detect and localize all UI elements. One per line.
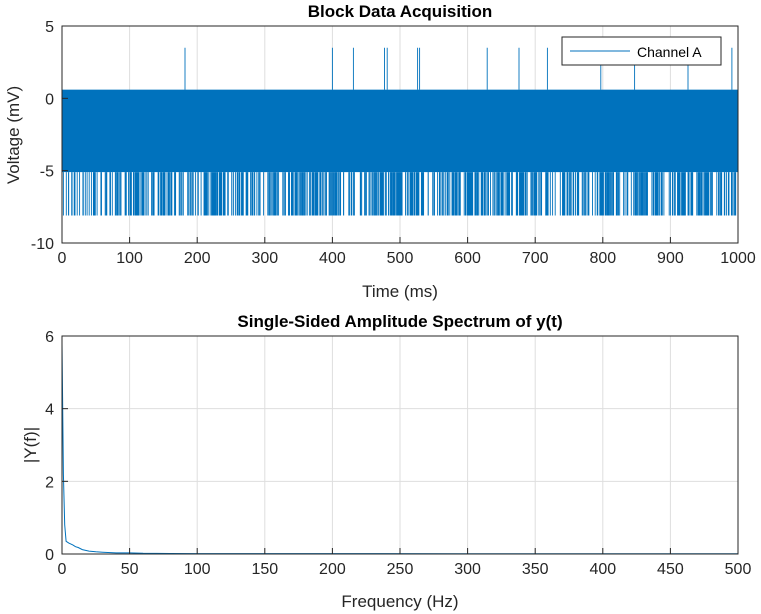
y-tick-label: -10 [31, 236, 54, 253]
y-tick-label: -5 [40, 164, 54, 181]
x-tick-label: 150 [251, 561, 278, 578]
x-tick-label: 500 [387, 250, 414, 267]
time-chart: 0 100 200 300 400 500 600 700 800 900 1000-10-505 … [4, 2, 756, 301]
spectrum-chart: 0 50 100 150 200 250 300 350 400 450 500 0 2 4 6 Singl… [21, 312, 751, 611]
spectrum-chart-ticks: 0 50 100 150 200 250 300 350 400 450 500 0 2 4 6 [45, 329, 751, 578]
legend-label-channel-a: Channel A [637, 44, 702, 60]
x-tick-label: 300 [251, 250, 278, 267]
x-tick-label: 100 [116, 250, 143, 267]
x-tick-label: 0 [58, 250, 67, 267]
spectrum-chart-y-label: |Y(f)| [21, 427, 40, 463]
spectrum-chart-x-label: Frequency (Hz) [341, 592, 458, 611]
x-tick-label: 300 [454, 561, 481, 578]
x-tick-label: 350 [522, 561, 549, 578]
time-chart-x-label: Time (ms) [362, 282, 438, 301]
x-tick-label: 1000 [720, 250, 756, 267]
x-tick-label: 50 [121, 561, 139, 578]
x-tick-label: 800 [589, 250, 616, 267]
y-tick-label: 0 [45, 547, 54, 564]
x-tick-label: 500 [725, 561, 752, 578]
time-chart-title: Block Data Acquisition [308, 2, 493, 21]
y-tick-label: 5 [45, 19, 54, 36]
x-tick-label: 600 [454, 250, 481, 267]
x-tick-label: 0 [58, 561, 67, 578]
channel-a-spikes [62, 47, 737, 216]
x-tick-label: 700 [522, 250, 549, 267]
spectrum-chart-title: Single-Sided Amplitude Spectrum of y(t) [237, 312, 562, 331]
x-tick-label: 400 [589, 561, 616, 578]
y-tick-label: 6 [45, 329, 54, 346]
legend: Channel A [561, 36, 722, 66]
channel-a-dense-band [62, 89, 738, 173]
x-tick-label: 900 [657, 250, 684, 267]
x-tick-label: 400 [319, 250, 346, 267]
x-tick-label: 250 [387, 561, 414, 578]
x-tick-label: 450 [657, 561, 684, 578]
time-chart-y-label: Voltage (mV) [4, 86, 23, 184]
x-tick-label: 100 [184, 561, 211, 578]
channel-a-series [62, 47, 738, 216]
time-chart-ticks: 0 100 200 300 400 500 600 700 800 900 1000 -10 -5 0 5 [31, 19, 756, 267]
x-tick-label: 200 [319, 561, 346, 578]
x-tick-label: 200 [184, 250, 211, 267]
y-tick-label: 0 [45, 91, 54, 108]
y-tick-label: 4 [45, 402, 54, 419]
y-tick-label: 2 [45, 474, 54, 491]
